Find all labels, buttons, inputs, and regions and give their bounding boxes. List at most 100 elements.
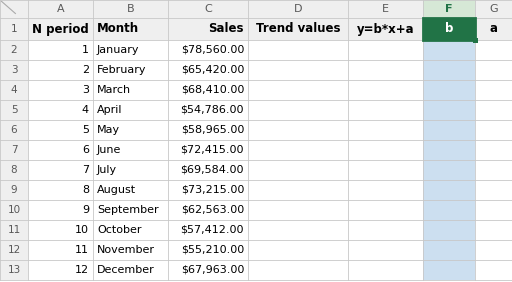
Bar — [248, 18, 348, 40]
Bar — [0, 220, 28, 240]
Text: 13: 13 — [7, 265, 20, 275]
Text: 1: 1 — [82, 45, 89, 55]
Bar — [248, 40, 348, 60]
Text: May: May — [97, 125, 120, 135]
Text: January: January — [97, 45, 139, 55]
Bar — [348, 220, 423, 240]
Bar — [168, 260, 248, 280]
Text: February: February — [97, 65, 146, 75]
Text: 10: 10 — [75, 225, 89, 235]
Text: $62,563.00: $62,563.00 — [181, 205, 244, 215]
Bar — [168, 40, 248, 60]
Text: 12: 12 — [7, 245, 20, 255]
Bar — [28, 18, 93, 40]
Text: F: F — [445, 4, 453, 14]
Text: b: b — [445, 23, 453, 36]
Bar — [0, 200, 28, 220]
Bar — [168, 80, 248, 100]
Bar — [475, 60, 512, 80]
Bar — [28, 180, 93, 200]
Bar — [473, 38, 478, 43]
Text: November: November — [97, 245, 155, 255]
Bar — [168, 200, 248, 220]
Bar — [93, 260, 168, 280]
Text: E: E — [382, 4, 389, 14]
Bar — [168, 220, 248, 240]
Text: G: G — [489, 4, 498, 14]
Text: D: D — [294, 4, 302, 14]
Bar — [248, 0, 348, 18]
Text: 6: 6 — [82, 145, 89, 155]
Bar — [168, 100, 248, 120]
Bar — [168, 120, 248, 140]
Text: 11: 11 — [75, 245, 89, 255]
Text: 12: 12 — [75, 265, 89, 275]
Bar — [423, 140, 475, 160]
Text: B: B — [126, 4, 134, 14]
Bar — [423, 18, 475, 40]
Bar — [348, 18, 423, 40]
Bar — [475, 180, 512, 200]
Bar — [475, 260, 512, 280]
Bar — [348, 0, 423, 18]
Bar — [0, 100, 28, 120]
Bar — [28, 60, 93, 80]
Text: 7: 7 — [11, 145, 17, 155]
Bar — [168, 140, 248, 160]
Bar — [168, 18, 248, 40]
Text: 3: 3 — [11, 65, 17, 75]
Text: March: March — [97, 85, 131, 95]
Bar — [475, 220, 512, 240]
Text: $57,412.00: $57,412.00 — [181, 225, 244, 235]
Bar — [168, 0, 248, 18]
Bar — [93, 180, 168, 200]
Text: Trend values: Trend values — [256, 23, 340, 36]
Bar — [168, 60, 248, 80]
Bar — [28, 80, 93, 100]
Text: Sales: Sales — [208, 23, 244, 36]
Text: C: C — [204, 4, 212, 14]
Bar — [0, 18, 28, 40]
Bar — [348, 160, 423, 180]
Bar — [423, 200, 475, 220]
Bar — [475, 240, 512, 260]
Text: a: a — [489, 23, 498, 36]
Bar — [348, 100, 423, 120]
Bar — [0, 260, 28, 280]
Text: 5: 5 — [11, 105, 17, 115]
Bar — [28, 260, 93, 280]
Bar — [423, 100, 475, 120]
Text: June: June — [97, 145, 121, 155]
Bar — [423, 40, 475, 60]
Bar — [0, 240, 28, 260]
Text: 8: 8 — [82, 185, 89, 195]
Text: December: December — [97, 265, 155, 275]
Bar — [248, 100, 348, 120]
Bar — [423, 120, 475, 140]
Bar — [348, 180, 423, 200]
Text: $78,560.00: $78,560.00 — [181, 45, 244, 55]
Text: $58,965.00: $58,965.00 — [181, 125, 244, 135]
Bar — [0, 120, 28, 140]
Text: 7: 7 — [82, 165, 89, 175]
Text: July: July — [97, 165, 117, 175]
Text: $55,210.00: $55,210.00 — [181, 245, 244, 255]
Bar — [93, 40, 168, 60]
Bar — [475, 200, 512, 220]
Text: 3: 3 — [82, 85, 89, 95]
Text: 9: 9 — [82, 205, 89, 215]
Bar — [248, 200, 348, 220]
Bar — [475, 0, 512, 18]
Text: 9: 9 — [11, 185, 17, 195]
Text: N period: N period — [32, 23, 89, 36]
Bar — [168, 180, 248, 200]
Bar — [423, 220, 475, 240]
Bar — [168, 160, 248, 180]
Bar — [475, 120, 512, 140]
Bar — [28, 100, 93, 120]
Text: October: October — [97, 225, 141, 235]
Text: $72,415.00: $72,415.00 — [181, 145, 244, 155]
Bar — [423, 240, 475, 260]
Text: 2: 2 — [11, 45, 17, 55]
Text: $65,420.00: $65,420.00 — [181, 65, 244, 75]
